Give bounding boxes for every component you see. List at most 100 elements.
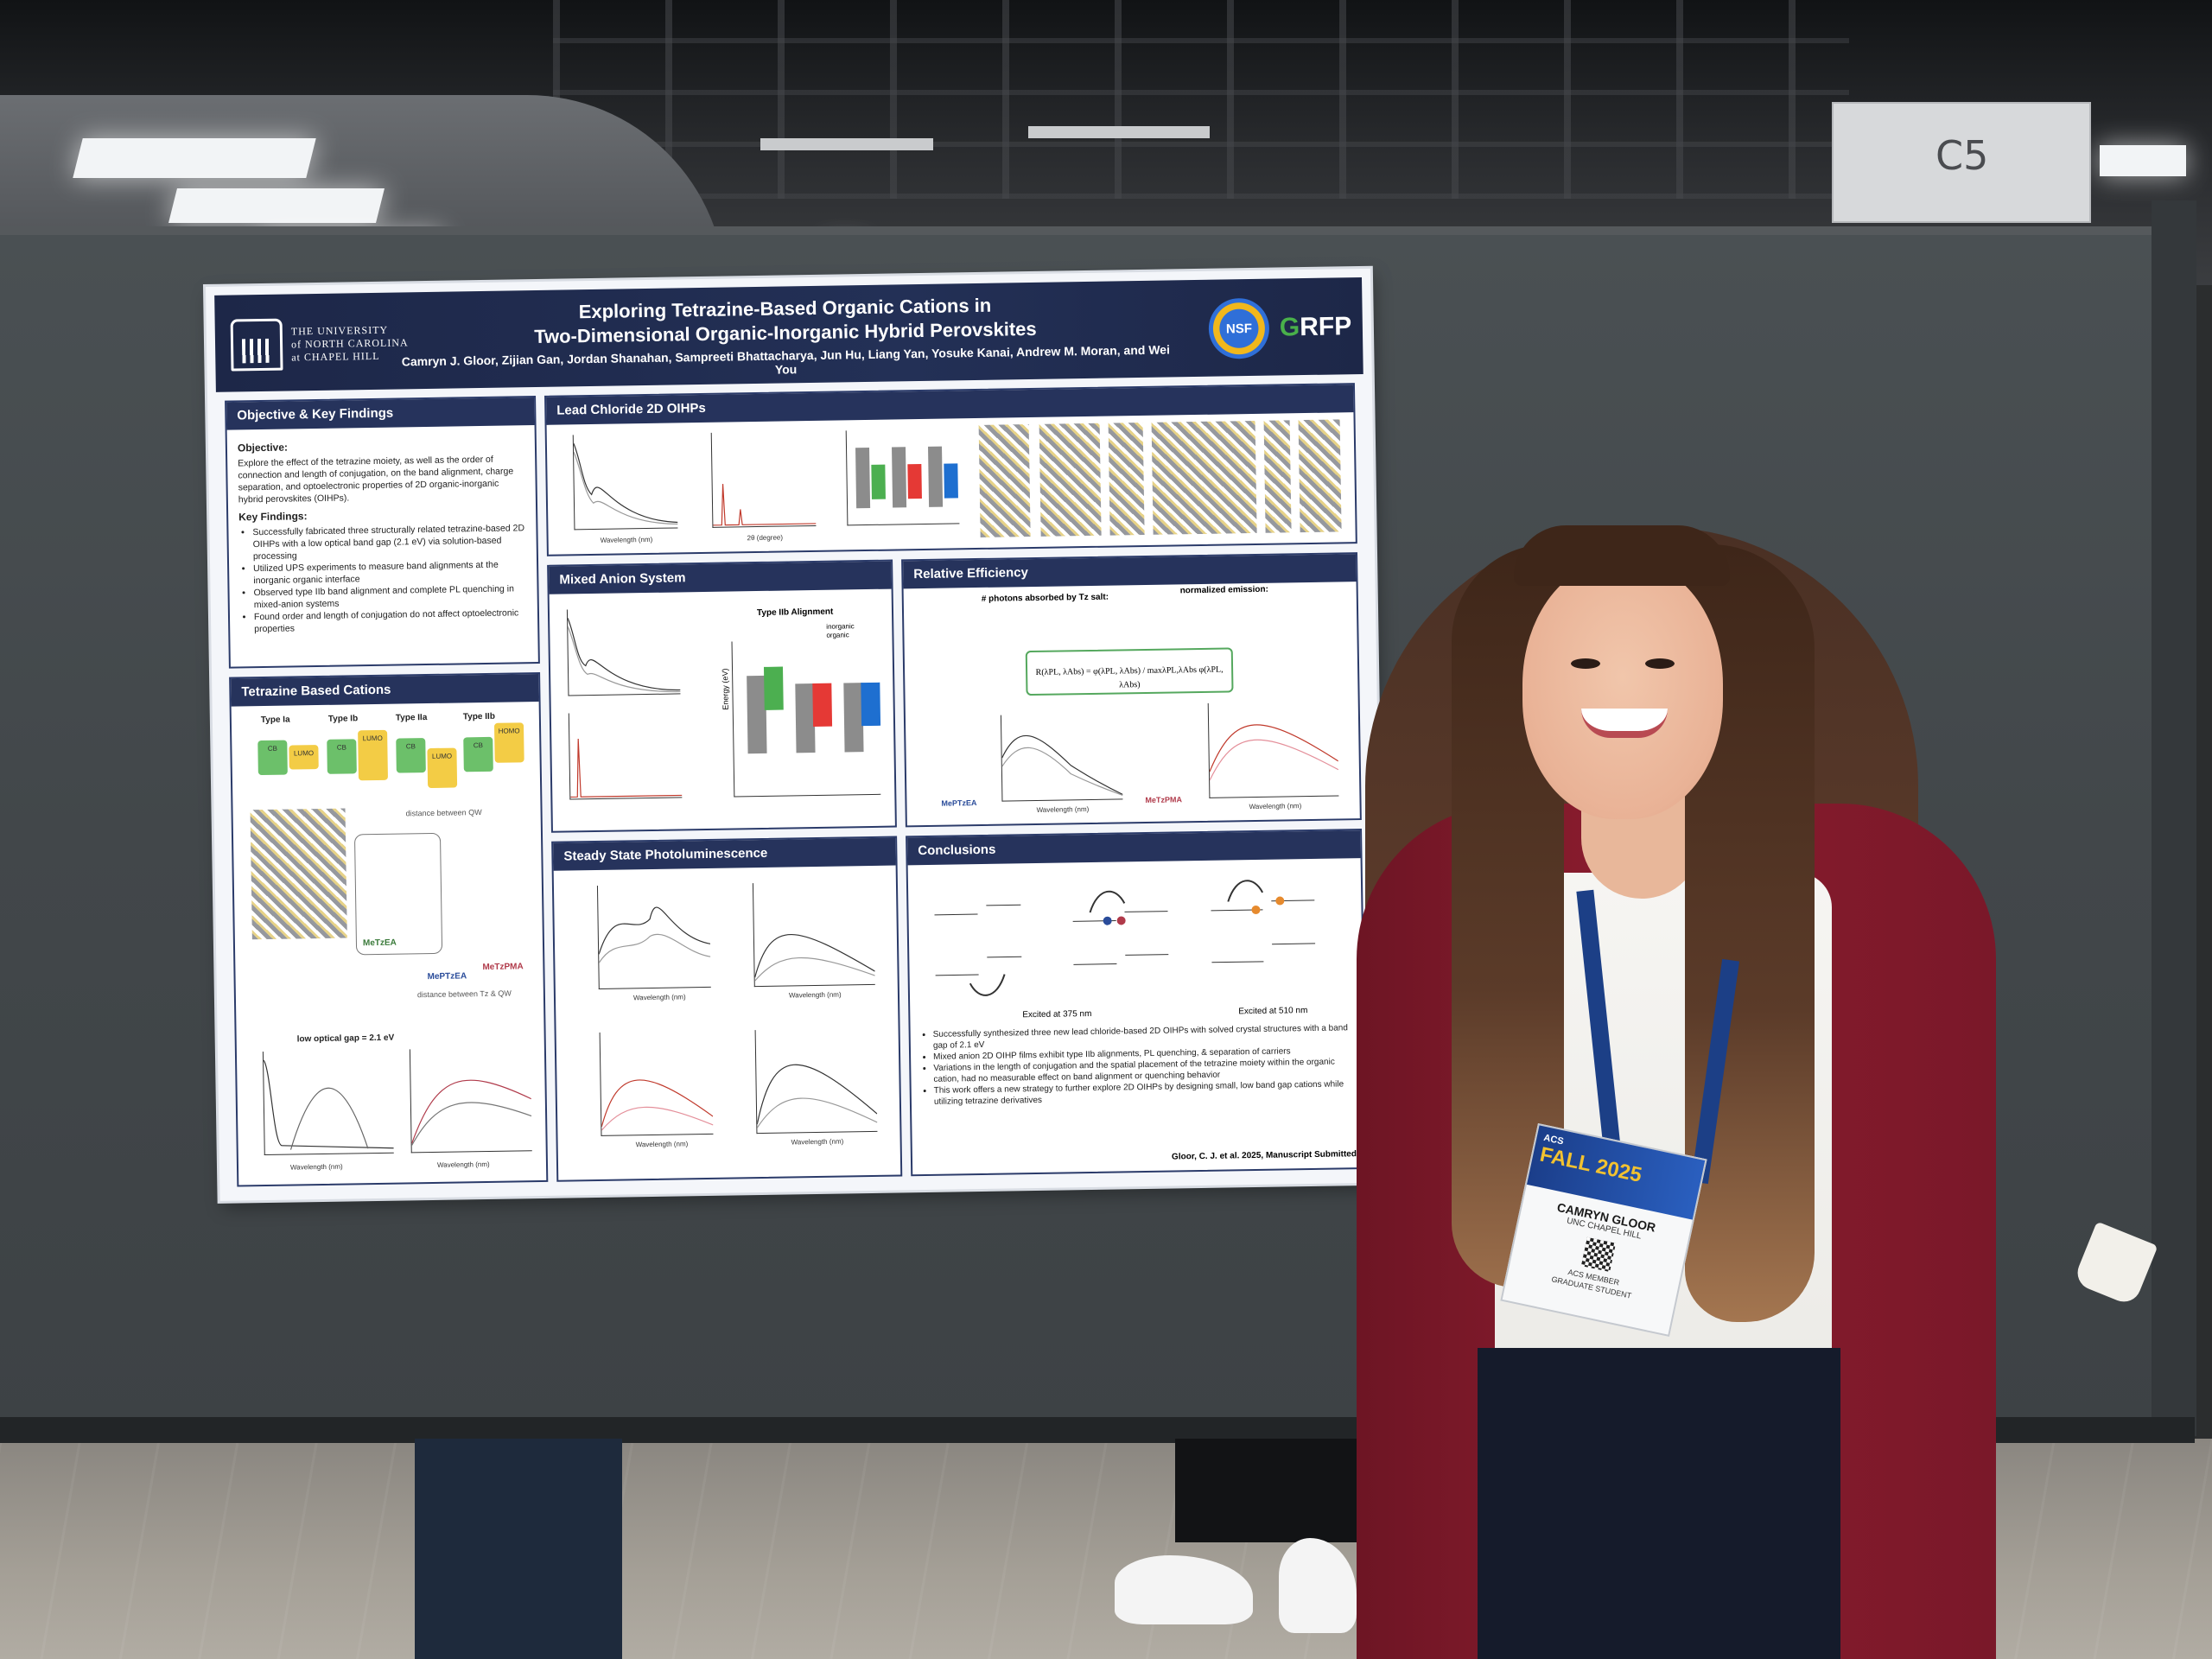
poster-header: THE UNIVERSITY of NORTH CAROLINA at CHAP… [214, 276, 1363, 392]
presenter-face [1522, 560, 1723, 819]
tetrazine-panel: Tetrazine Based Cations Type Ia Type Ib … [229, 671, 549, 1187]
crystal-structure-illustration [1298, 419, 1342, 533]
lead-chloride-panel: Lead Chloride 2D OIHPs Wavelength (nm) 2… [544, 383, 1357, 556]
crystal-structure-illustration [1263, 420, 1292, 533]
conclusions-list: Successfully synthesized three new lead … [933, 1022, 1357, 1108]
qr-code-icon [1580, 1236, 1617, 1273]
xrd-peaks [570, 738, 683, 798]
column-sign-label: C5 [1936, 132, 1989, 179]
molecule-frame [353, 832, 443, 956]
photons-label: # photons absorbed by Tz salt: [981, 592, 1109, 604]
finding-item: Successfully fabricated three structural… [252, 522, 526, 563]
unc-logo-icon [230, 318, 283, 372]
formula-text: R(λPL, λAbs) = φ(λPL, λAbs) / maxλPL,λAb… [1035, 664, 1224, 690]
xrd-plot [710, 430, 817, 528]
pl-curves [754, 934, 875, 982]
panel-heading: Mixed Anion System [549, 561, 892, 594]
crystal-structure-illustration [978, 424, 1031, 537]
axis-label: Wavelength (nm) [791, 1137, 844, 1147]
pl-curves [598, 906, 711, 963]
ceiling-truss [553, 0, 1849, 199]
ceiling-duct [1028, 126, 1210, 138]
panel-heading: Conclusions [907, 830, 1361, 866]
energy-bar [861, 682, 881, 727]
legend-item: organic [826, 631, 849, 639]
cb-vb-box: CB [257, 740, 288, 776]
objective-panel: Objective & Key Findings Objective: Expl… [225, 396, 540, 669]
ceiling-light [168, 188, 385, 223]
cation-name: MePTzEA [427, 971, 467, 982]
cb-label: CB [473, 741, 484, 750]
excitation-label: Excited at 375 nm [1022, 1008, 1092, 1020]
efficiency-formula: R(λPL, λAbs) = φ(λPL, λAbs) / maxλPL,λAb… [1025, 647, 1234, 696]
crystal-structure-illustration [1151, 420, 1257, 535]
band-alignment-plot [731, 639, 881, 798]
pl-curves [411, 1079, 532, 1146]
conclusions-panel: Conclusions Excited at 375 nm Excited at… [906, 829, 1368, 1177]
lumo-homo-box: LUMO [358, 729, 388, 781]
energy-bar [907, 464, 922, 499]
energy-bar [763, 666, 784, 710]
absorption-curves [263, 1059, 394, 1150]
crystal-structure-illustration [1039, 423, 1102, 537]
absorbance-plot [572, 433, 678, 531]
pl-plot [754, 1027, 878, 1135]
axis-label: Wavelength (nm) [1036, 805, 1090, 814]
lumo-label: LUMO [362, 734, 383, 743]
homo-label: HOMO [498, 727, 520, 735]
axis-label: Energy (eV) [721, 668, 730, 710]
energy-bar [855, 447, 871, 509]
objective-text: Explore the effect of the tetrazine moie… [238, 454, 514, 505]
cation-name: MePTzEA [941, 798, 977, 808]
perovskite-lattice-illustration [250, 808, 347, 940]
nsf-logo-icon: NSF [1208, 297, 1270, 359]
ceiling-light [2100, 145, 2186, 176]
badge-event-name: FALL 2025 [1537, 1142, 1644, 1187]
cb-vb-box: CB [327, 739, 357, 774]
lumo-homo-box: LUMO [427, 747, 458, 789]
emission-label: normalized emission: [1179, 584, 1268, 596]
energy-bar [812, 683, 833, 728]
cation-name: MeTzPMA [482, 962, 524, 973]
pl-plot [596, 883, 711, 989]
panel-body: Objective: Explore the effect of the tet… [227, 425, 538, 643]
pl-plot [599, 1030, 714, 1136]
energy-level-plot [845, 429, 960, 526]
cb-vb-box: CB [396, 738, 426, 773]
axis-label: Wavelength (nm) [635, 1140, 689, 1149]
chart-title: Type IIb Alignment [756, 607, 834, 619]
crystal-structure-illustration [1108, 422, 1145, 536]
citation: Gloor, C. J. et al. 2025, Manuscript Sub… [1171, 1149, 1357, 1162]
research-poster: THE UNIVERSITY of NORTH CAROLINA at CHAP… [206, 268, 1385, 1201]
axis-label: Wavelength (nm) [632, 993, 686, 1002]
type-label: Type IIb [462, 711, 495, 722]
axis-label: Wavelength (nm) [436, 1160, 490, 1169]
lumo-label: LUMO [293, 749, 315, 758]
low-gap-label: low optical gap = 2.1 eV [296, 1033, 395, 1045]
efficiency-curves [1209, 724, 1339, 781]
axis-label: Wavelength (nm) [289, 1162, 343, 1172]
type-label: Type IIa [395, 713, 428, 723]
xrd-peaks [713, 484, 817, 526]
pl-curves [601, 1079, 714, 1131]
type-label: Type Ib [327, 714, 359, 724]
presenter-hair [1514, 525, 1730, 586]
poster-board-edge [2152, 200, 2196, 1436]
xrd-plot [568, 711, 683, 800]
presenter-eye [1571, 658, 1600, 669]
absorbance-plot [566, 607, 681, 696]
presenter-eye [1645, 658, 1675, 669]
distance-qw-label: distance between QW [405, 808, 482, 818]
pl-curves [756, 1064, 878, 1128]
panel-heading: Steady State Photoluminescence [553, 837, 896, 871]
energy-bar [944, 463, 958, 499]
presenter-smile [1581, 709, 1668, 738]
name-badge: ACS FALL 2025 CAMRYN GLOOR UNC CHAPEL HI… [1500, 1123, 1707, 1337]
cb-label: CB [267, 744, 278, 753]
ceiling-light [73, 138, 316, 178]
energy-bar [892, 447, 907, 508]
axis-label: Wavelength (nm) [1249, 802, 1302, 811]
distance-tz-label: distance between Tz & QW [416, 988, 512, 1000]
mixed-anion-panel: Mixed Anion System Type IIb Alignment En… [547, 559, 897, 833]
cation-name: MeTzPMA [1145, 795, 1183, 804]
